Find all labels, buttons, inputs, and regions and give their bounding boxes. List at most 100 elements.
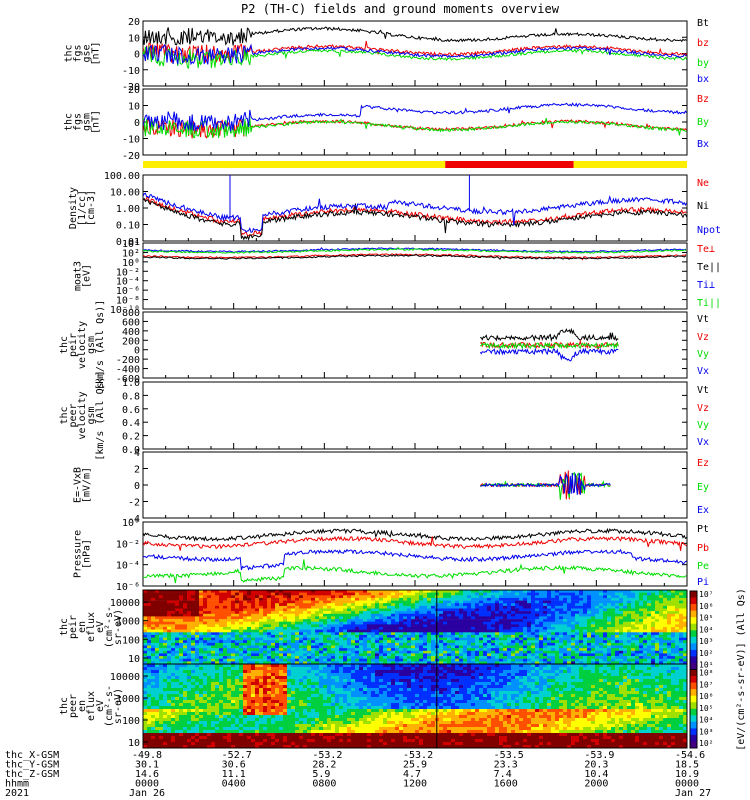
spectrogram-cell	[183, 661, 188, 664]
spectrogram-cell	[507, 642, 512, 646]
spectrogram-cell	[323, 661, 328, 664]
spectrogram-cell	[359, 605, 364, 609]
y-tick-label: -2	[128, 498, 140, 509]
spectrogram-cell	[495, 642, 500, 646]
spectrogram-cell	[599, 592, 604, 596]
y-axis-label: thcpeirenefluxeV(cm²-s-sr-eV)	[59, 606, 124, 648]
spectrogram-cell	[599, 656, 604, 659]
spectrogram-cell	[427, 627, 432, 630]
spectrogram-cell	[227, 634, 232, 638]
spectrogram-cell	[531, 658, 536, 662]
spectrogram-cell	[195, 592, 200, 596]
spectrogram-cell	[503, 642, 508, 646]
spectrogram-cell	[283, 640, 288, 644]
spectrogram-cell	[307, 611, 312, 614]
spectrogram-cell	[179, 667, 184, 671]
spectrogram-cell	[499, 650, 504, 654]
spectrogram-cell	[279, 645, 284, 649]
spectrogram-cell	[543, 613, 548, 617]
spectrogram-cell	[567, 645, 572, 649]
spectrogram-cell	[555, 656, 560, 659]
spectrogram-cell	[191, 661, 196, 664]
spectrogram-cell	[203, 694, 208, 698]
spectrogram-cell	[143, 642, 148, 646]
spectrogram-cell	[299, 640, 304, 644]
spectrogram-cell	[575, 650, 580, 654]
spectrogram-cell	[151, 600, 156, 604]
spectrogram-cell	[195, 697, 200, 701]
spectrogram-cell	[607, 603, 612, 607]
spectrogram-cell	[599, 658, 604, 662]
spectrogram-cell	[575, 595, 580, 599]
spectrogram-cell	[407, 627, 412, 630]
spectrogram-cell	[279, 590, 284, 593]
y-tick-label: 0.01	[116, 237, 140, 248]
spectrogram-cell	[179, 629, 184, 633]
spectrogram-cell	[211, 700, 216, 704]
spectrogram-cell	[675, 645, 680, 649]
spectrogram-cell	[455, 629, 460, 633]
spectrogram-cell	[199, 611, 204, 614]
spectrogram-cell	[583, 613, 588, 617]
spectrogram-cell	[199, 597, 204, 601]
spectrogram-cell	[547, 650, 552, 654]
spectrogram-cell	[275, 656, 280, 659]
spectrogram-cell	[487, 613, 492, 617]
spectrogram-cell	[195, 603, 200, 607]
spectrogram-cell	[623, 648, 628, 651]
spectrogram-cell	[591, 605, 596, 609]
spectrogram-cell	[151, 624, 156, 628]
spectrogram-cell	[535, 661, 540, 664]
spectrogram-cell	[503, 621, 508, 625]
spectrogram-cell	[619, 632, 624, 636]
spectrogram-cell	[539, 648, 544, 651]
spectrogram-cell	[563, 642, 568, 646]
spectrogram-cell	[307, 605, 312, 609]
spectrogram-cell	[635, 658, 640, 662]
spectrogram-cell	[379, 640, 384, 644]
spectrogram-cell	[647, 611, 652, 614]
spectrogram-cell	[211, 706, 216, 710]
spectrogram-cell	[663, 627, 668, 630]
spectrogram-cell	[515, 597, 520, 601]
spectrogram-cell	[639, 629, 644, 633]
spectrogram-cell	[651, 634, 656, 638]
spectrogram-cell	[271, 656, 276, 659]
spectrogram-cell	[607, 600, 612, 604]
spectrogram-cell	[507, 603, 512, 607]
spectrogram-cell	[327, 640, 332, 644]
spectrogram-cell	[663, 629, 668, 633]
spectrogram-cell	[175, 619, 180, 622]
spectrogram-cell	[655, 603, 660, 607]
spectrogram-cell	[635, 616, 640, 620]
spectrogram-cell	[603, 640, 608, 644]
spectrogram-cell	[171, 621, 176, 625]
spectrogram-cell	[199, 727, 204, 731]
spectrogram-cell	[279, 595, 284, 599]
spectrogram-cell	[187, 611, 192, 614]
spectrogram-cell	[423, 650, 428, 654]
spectrogram-cell	[227, 721, 232, 725]
spectrogram-cell	[395, 600, 400, 604]
spectrogram-cell	[167, 653, 172, 657]
spectrogram-cell	[627, 619, 632, 622]
spectrogram-cell	[331, 629, 336, 633]
spectrogram-cell	[239, 712, 244, 716]
spectrogram-cell	[371, 634, 376, 638]
spectrogram-cell	[639, 627, 644, 630]
spectrogram-cell	[187, 733, 192, 737]
spectrogram-cell	[151, 727, 156, 731]
spectrogram-cell	[223, 632, 228, 636]
spectrogram-cell	[479, 608, 484, 612]
spectrogram-cell	[179, 706, 184, 710]
spectrogram-cell	[255, 595, 260, 599]
spectrogram-cell	[611, 627, 616, 630]
spectrogram-cell	[143, 624, 148, 628]
spectrogram-cell	[155, 653, 160, 657]
spectrogram-cell	[163, 661, 168, 664]
spectrogram-cell	[231, 613, 236, 617]
spectrogram-cell	[403, 613, 408, 617]
spectrogram-cell	[207, 597, 212, 601]
spectrogram-cell	[155, 703, 160, 707]
